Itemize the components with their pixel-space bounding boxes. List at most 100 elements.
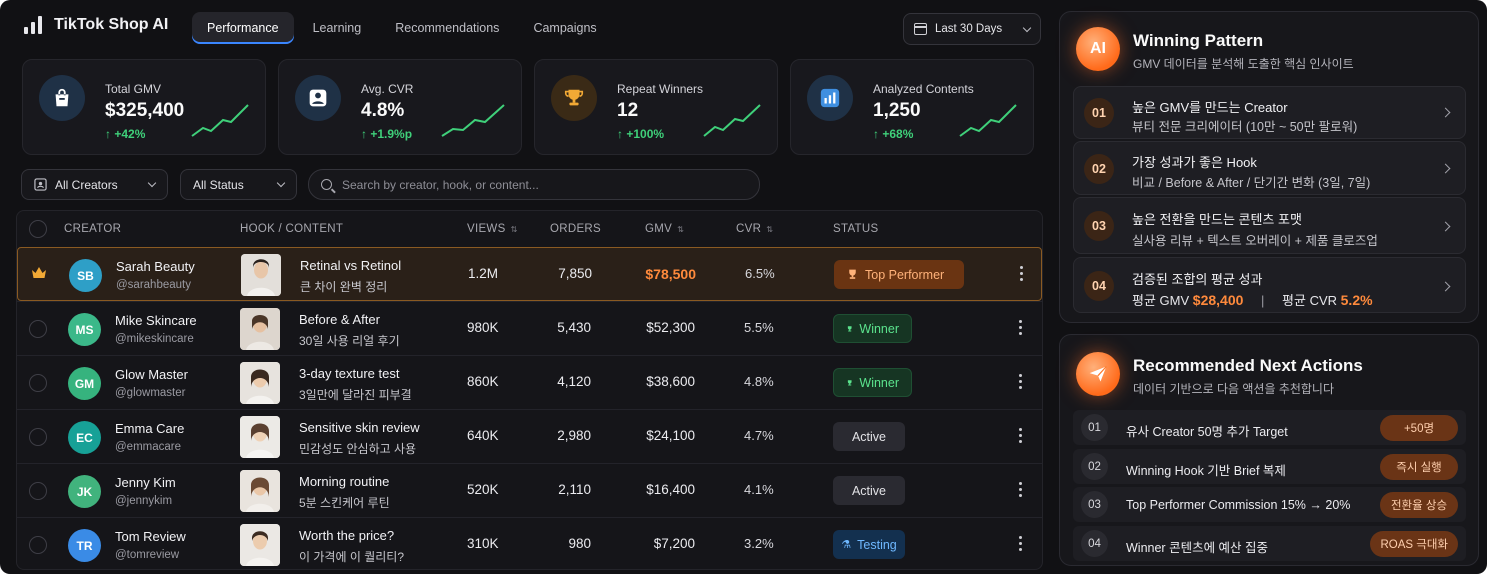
- more-icon[interactable]: [1020, 266, 1024, 281]
- insight-item-summary[interactable]: 04 검증된 조합의 평균 성과 평균 GMV $28,400 | 평균 CVR…: [1073, 257, 1466, 313]
- sort-icon: ⇅: [677, 224, 685, 234]
- action-item[interactable]: 01 유사 Creator 50명 추가 Target +50명: [1073, 410, 1466, 445]
- trophy-icon: [849, 269, 856, 279]
- more-icon[interactable]: [1019, 536, 1023, 551]
- item-number: 01: [1084, 98, 1114, 128]
- table-row[interactable]: GM Glow Master @glowmaster 3-day texture…: [17, 355, 1042, 409]
- insight-title: 높은 전환을 만드는 콘텐츠 포맷: [1132, 212, 1302, 227]
- hook-title: 3-day texture test: [299, 366, 400, 381]
- hook-subtitle: 3일만에 달라진 피부결: [299, 388, 412, 402]
- header-views[interactable]: VIEWS ⇅: [467, 223, 518, 235]
- tab-campaigns[interactable]: Campaigns: [533, 21, 597, 35]
- status-badge: Winner: [833, 368, 912, 397]
- item-number: 01: [1081, 414, 1108, 441]
- send-icon: [1076, 352, 1120, 396]
- kpi-label: Total GMV: [105, 82, 162, 96]
- sort-icon: ⇅: [510, 224, 518, 234]
- insight-item-creator[interactable]: 01 높은 GMV를 만드는 Creator 뷰티 전문 크리에이터 (10만 …: [1073, 86, 1466, 139]
- header-creator: CREATOR: [64, 223, 122, 235]
- more-icon[interactable]: [1019, 320, 1023, 335]
- trophy-icon: [847, 379, 852, 385]
- tab-learning[interactable]: Learning: [312, 21, 362, 35]
- creator-name: Tom Review: [115, 529, 186, 544]
- trophy-icon: [551, 75, 597, 121]
- more-icon[interactable]: [1019, 428, 1023, 443]
- bar-chart-icon: [24, 16, 42, 34]
- creator-handle: @mikeskincare: [115, 333, 194, 345]
- row-checkbox[interactable]: [29, 428, 47, 446]
- row-checkbox[interactable]: [29, 482, 47, 500]
- more-icon[interactable]: [1019, 374, 1023, 389]
- avatar: SB: [69, 259, 102, 292]
- action-item[interactable]: 04 Winner 콘텐츠에 예산 집중 ROAS 극대화: [1073, 526, 1466, 561]
- status-badge: Active: [833, 476, 905, 505]
- kpi-cards: Total GMV $325,400 ↑ +42% Avg. CVR 4.8% …: [22, 59, 1034, 155]
- views-value: 520K: [467, 482, 499, 497]
- item-number: 03: [1081, 491, 1108, 518]
- creators-filter[interactable]: All Creators: [21, 169, 168, 200]
- table-row[interactable]: MS Mike Skincare @mikeskincare Before & …: [17, 301, 1042, 355]
- item-number: 03: [1084, 211, 1114, 241]
- tab-performance[interactable]: Performance: [192, 12, 294, 44]
- hook-subtitle: 민감성도 안심하고 사용: [299, 442, 417, 456]
- row-checkbox[interactable]: [29, 374, 47, 392]
- tab-recommendations[interactable]: Recommendations: [395, 21, 500, 35]
- insight-item-format[interactable]: 03 높은 전환을 만드는 콘텐츠 포맷 실사용 리뷰 + 텍스트 오버레이 +…: [1073, 197, 1466, 254]
- row-checkbox[interactable]: [29, 320, 47, 338]
- action-pill[interactable]: +50명: [1380, 415, 1458, 441]
- search-box: [308, 169, 760, 200]
- creators-table: CREATOR HOOK / CONTENT VIEWS ⇅ ORDERS GMV…: [16, 210, 1043, 570]
- gmv-value: $38,600: [646, 374, 695, 389]
- content-thumbnail: [240, 416, 280, 458]
- insight-item-hook[interactable]: 02 가장 성과가 좋은 Hook 비교 / Before & After / …: [1073, 141, 1466, 195]
- table-row[interactable]: JK Jenny Kim @jennykim Morning routine 5…: [17, 463, 1042, 517]
- header-orders: ORDERS: [550, 223, 602, 235]
- insight-title: 높은 GMV를 만드는 Creator: [1132, 100, 1288, 115]
- action-text: Winner 콘텐츠에 예산 집중: [1126, 541, 1269, 555]
- creator-handle: @jennykim: [115, 495, 173, 507]
- creator-name: Sarah Beauty: [116, 259, 195, 274]
- chevron-down-icon: [1022, 23, 1032, 32]
- views-value: 310K: [467, 536, 499, 551]
- next-actions-panel: Recommended Next Actions 데이터 기반으로 다음 액션을…: [1059, 334, 1479, 566]
- item-number: 02: [1081, 453, 1108, 480]
- cvr-value: 4.8%: [744, 374, 774, 389]
- date-range-select[interactable]: Last 30 Days: [903, 13, 1041, 45]
- status-badge: Top Performer: [834, 260, 964, 289]
- orders-value: 2,110: [558, 482, 591, 497]
- header-gmv[interactable]: GMV ⇅: [645, 223, 685, 235]
- chevron-down-icon: [147, 178, 157, 188]
- select-all-checkbox[interactable]: [29, 220, 47, 238]
- search-input[interactable]: [342, 177, 742, 192]
- brand: TikTok Shop AI: [24, 16, 168, 34]
- action-pill[interactable]: 전환율 상승: [1380, 492, 1458, 518]
- panel-subtitle: GMV 데이터를 분석해 도출한 핵심 인사이트: [1133, 57, 1354, 71]
- action-item[interactable]: 02 Winning Hook 기반 Brief 복제 즉시 실행: [1073, 449, 1466, 484]
- header-cvr[interactable]: CVR ⇅: [736, 223, 774, 235]
- panel-subtitle: 데이터 기반으로 다음 액션을 추천합니다: [1133, 382, 1335, 396]
- status-filter[interactable]: All Status: [180, 169, 297, 200]
- action-pill[interactable]: ROAS 극대화: [1370, 531, 1458, 557]
- kpi-value: 1,250: [873, 100, 921, 121]
- table-row[interactable]: EC Emma Care @emmacare Sensitive skin re…: [17, 409, 1042, 463]
- hook-title: Worth the price?: [299, 528, 395, 543]
- cvr-value: 3.2%: [744, 536, 774, 551]
- status-badge: Active: [833, 422, 905, 451]
- more-icon[interactable]: [1019, 482, 1023, 497]
- status-filter-value: All Status: [193, 177, 244, 192]
- sparkline: [441, 104, 505, 137]
- views-value: 980K: [467, 320, 499, 335]
- creator-handle: @emmacare: [115, 441, 181, 453]
- action-item[interactable]: 03 Top Performer Commission 15% → 20% 전환…: [1073, 487, 1466, 522]
- avatar: JK: [68, 475, 101, 508]
- row-checkbox[interactable]: [29, 536, 47, 554]
- insight-desc: 비교 / Before & After / 단기간 변화 (3일, 7일): [1132, 176, 1371, 190]
- hook-subtitle: 5분 스킨케어 루틴: [299, 496, 390, 510]
- chevron-right-icon: [1440, 281, 1451, 292]
- table-row[interactable]: SB Sarah Beauty @sarahbeauty Retinal vs …: [17, 247, 1042, 301]
- panel-title: Recommended Next Actions: [1133, 356, 1363, 375]
- action-pill[interactable]: 즉시 실행: [1380, 454, 1458, 480]
- action-text: Top Performer Commission 15% → 20%: [1126, 498, 1351, 512]
- app-title: TikTok Shop AI: [54, 16, 169, 33]
- table-row[interactable]: TR Tom Review @tomreview Worth the price…: [17, 517, 1042, 569]
